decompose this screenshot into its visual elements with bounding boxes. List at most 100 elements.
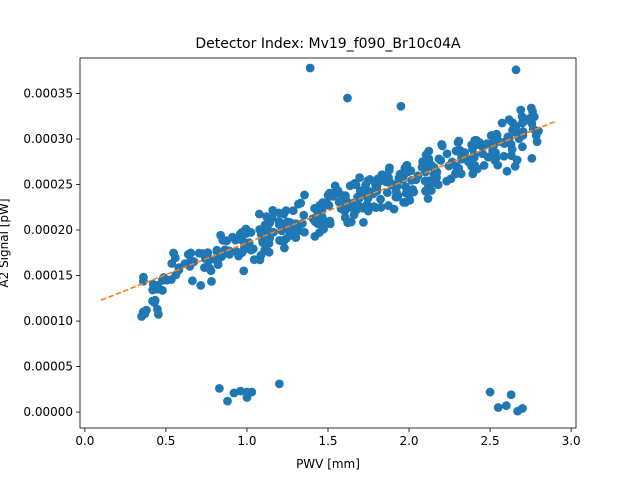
data-point	[171, 270, 181, 280]
data-point	[511, 65, 521, 75]
data-point	[447, 157, 457, 167]
data-point	[363, 202, 372, 212]
y-tick-label: 0.00000	[23, 405, 73, 419]
data-point	[153, 304, 162, 314]
data-point	[328, 192, 338, 201]
data-point	[516, 105, 526, 115]
data-point	[142, 305, 151, 315]
data-point	[391, 187, 401, 197]
data-point	[510, 127, 520, 137]
data-point	[355, 173, 364, 183]
x-tick-label: 1.0	[237, 434, 256, 448]
data-point	[502, 166, 512, 176]
data-point	[264, 247, 274, 257]
data-point	[351, 180, 361, 190]
data-point	[241, 224, 251, 234]
data-point	[407, 175, 416, 185]
data-point	[294, 199, 303, 209]
data-point	[167, 259, 177, 268]
data-point	[299, 210, 309, 220]
data-point	[507, 145, 517, 154]
data-point	[470, 161, 480, 170]
chart-title: Detector Index: Mv19_f090_Br10c04A	[195, 36, 461, 52]
data-point	[216, 230, 226, 240]
y-ticks: 0.00000 0.00005 0.00010 0.00015 0.00020 0.000…	[23, 86, 80, 419]
data-point	[188, 276, 197, 286]
data-point	[512, 155, 522, 165]
data-point	[157, 276, 167, 285]
data-point	[247, 244, 257, 254]
data-point	[315, 206, 325, 216]
data-point	[490, 133, 500, 143]
x-tick-label: 0.0	[75, 434, 94, 448]
data-point	[169, 248, 178, 258]
x-tick-label: 2.0	[399, 434, 418, 448]
data-point	[529, 112, 539, 122]
data-point	[334, 197, 344, 207]
data-point	[194, 248, 204, 258]
data-point	[382, 188, 392, 198]
data-point	[274, 379, 284, 389]
data-point	[501, 401, 511, 411]
data-point	[346, 217, 356, 227]
data-point	[310, 217, 320, 227]
x-axis-label: PWV [mm]	[296, 457, 360, 471]
data-point	[442, 149, 452, 159]
plot-area	[80, 58, 576, 428]
data-point	[285, 218, 295, 227]
y-tick-label: 0.00015	[23, 269, 73, 283]
data-point	[310, 231, 320, 241]
data-point	[206, 266, 216, 276]
data-point	[384, 165, 394, 175]
data-point	[483, 152, 493, 162]
y-tick-label: 0.00025	[23, 178, 73, 192]
data-point	[454, 147, 464, 157]
data-point	[260, 220, 270, 230]
data-point	[254, 209, 264, 219]
fit-layer	[100, 120, 556, 301]
data-point	[376, 194, 385, 204]
y-tick-label: 0.00030	[23, 132, 73, 146]
data-point	[256, 230, 266, 239]
data-point	[518, 404, 527, 413]
data-point	[150, 298, 159, 307]
data-point	[468, 144, 477, 154]
data-point	[497, 118, 507, 128]
data-point	[279, 209, 289, 219]
data-point	[506, 390, 516, 400]
data-point	[389, 204, 399, 214]
data-point	[437, 139, 446, 149]
data-point	[504, 115, 514, 125]
x-tick-label: 2.5	[481, 434, 500, 448]
data-point	[234, 251, 243, 261]
y-tick-label: 0.00010	[23, 314, 73, 328]
data-point	[518, 131, 528, 140]
data-point	[469, 153, 479, 162]
x-tick-label: 0.5	[156, 434, 175, 448]
data-point	[280, 243, 289, 253]
data-point	[225, 249, 234, 259]
data-point	[451, 169, 460, 179]
data-point	[396, 101, 406, 111]
data-point	[288, 206, 298, 215]
data-point	[493, 160, 503, 170]
data-point	[430, 169, 440, 179]
data-point	[479, 161, 489, 170]
data-point	[353, 202, 363, 212]
data-point	[426, 186, 436, 195]
data-point	[359, 217, 368, 227]
data-point	[403, 167, 413, 177]
data-point	[183, 250, 193, 259]
x-ticks: 0.0 0.5 1.0 1.5 2.0 2.5 3.0	[75, 428, 581, 448]
y-tick-label: 0.00005	[23, 360, 73, 374]
data-point	[373, 174, 382, 184]
data-point	[305, 63, 315, 73]
data-point	[434, 154, 444, 164]
data-point	[398, 174, 408, 184]
data-point	[401, 197, 410, 207]
data-point	[281, 234, 291, 244]
y-axis-label: A2 Signal [pW]	[0, 198, 11, 287]
data-point	[442, 176, 452, 186]
